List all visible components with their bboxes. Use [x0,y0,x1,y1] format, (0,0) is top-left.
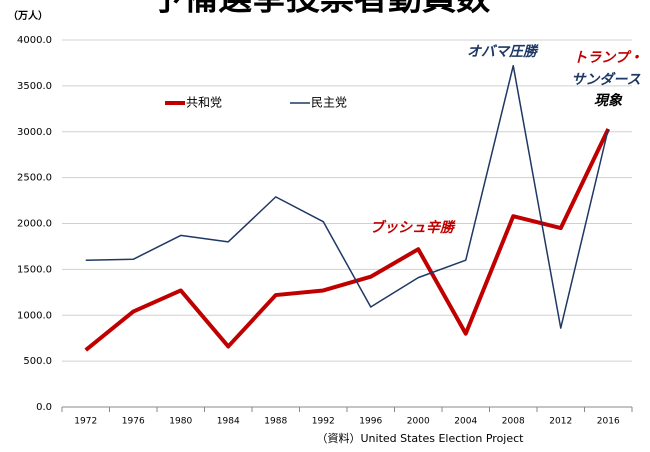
annotation: 現象 [594,92,623,109]
x-tick-label: 1988 [264,417,287,427]
y-tick-label: 0.0 [36,402,52,413]
y-unit-label: （万人） [8,9,48,22]
x-tick-label: 1984 [217,417,240,427]
legend-label: 共和党 [186,95,222,110]
y-tick-label: 1500.0 [17,264,52,275]
x-tick-label: 2012 [549,417,572,427]
source-note: （資料）United States Election Project [316,431,524,445]
x-tick-label: 2008 [502,417,525,427]
chart-title: 予備選挙投票者動員数 [150,0,490,19]
x-tick-label: 1976 [122,417,145,427]
y-tick-label: 2500.0 [17,173,52,184]
x-tick-label: 1972 [74,417,97,427]
x-tick-label: 2016 [597,417,620,427]
y-tick-label: 1000.0 [17,310,52,321]
annotation: サンダース [571,71,640,88]
x-tick-label: 1996 [359,417,382,427]
y-tick-label: 3000.0 [17,127,52,138]
series-line [85,64,609,329]
annotation: オバマ圧勝 [467,43,539,60]
y-tick-label: 4000.0 [17,35,52,46]
x-tick-label: 1992 [312,417,335,427]
annotation: トランプ・ [573,50,643,66]
annotation: ブッシュ辛勝 [370,219,456,236]
legend-label: 民主党 [311,95,347,110]
y-tick-label: 2000.0 [17,219,52,230]
x-tick-label: 2000 [407,417,430,427]
y-tick-label: 500.0 [23,356,52,367]
y-tick-label: 3500.0 [17,81,52,92]
series-line [84,128,611,352]
x-tick-label: 2004 [454,417,477,427]
x-tick-label: 1980 [169,417,192,427]
